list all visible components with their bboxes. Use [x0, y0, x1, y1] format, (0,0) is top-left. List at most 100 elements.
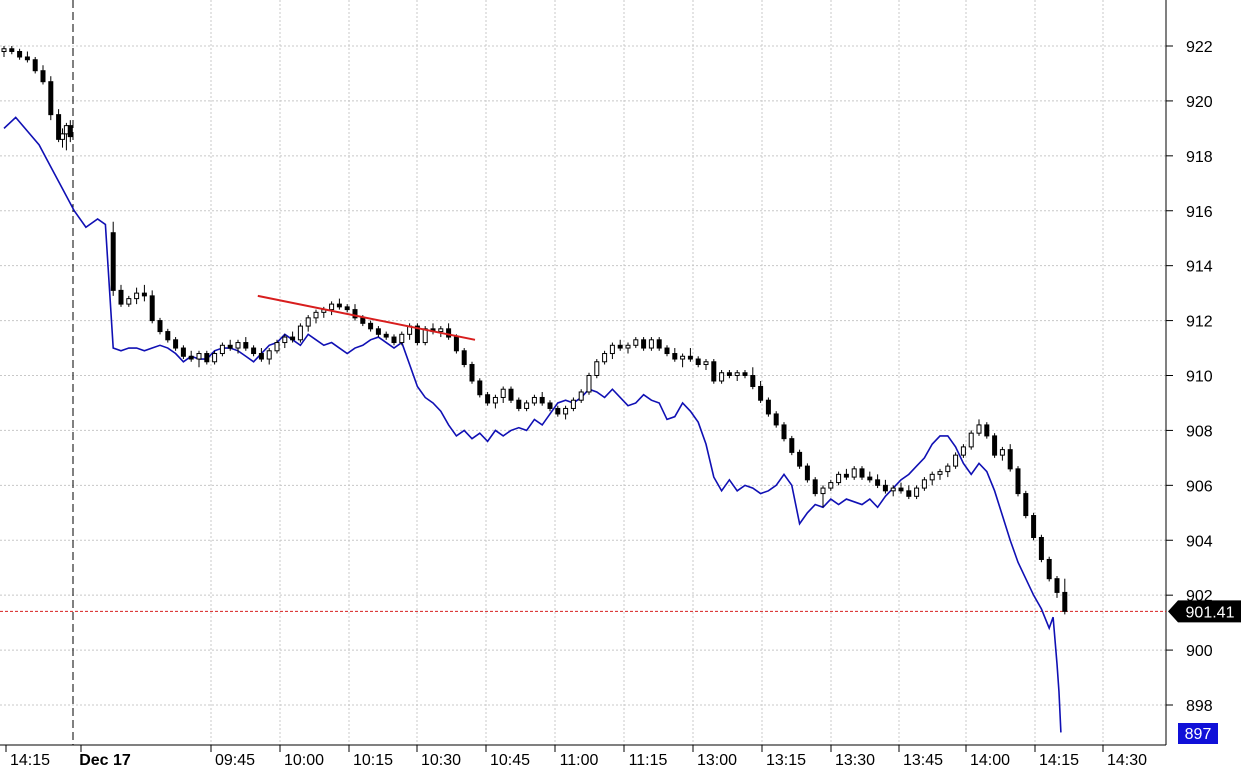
- candle-body-up: [212, 353, 218, 363]
- candle: [297, 323, 303, 343]
- line-series: [3, 116, 1062, 733]
- candle: [438, 326, 444, 338]
- candle: [227, 339, 233, 351]
- candle-body-up: [570, 399, 576, 409]
- y-tick-label: 910: [1186, 369, 1213, 386]
- candle: [563, 405, 569, 420]
- candle: [1, 46, 7, 57]
- candle-body-up: [968, 432, 974, 448]
- x-tick-label: 14:15: [1039, 752, 1079, 769]
- candle-body-up: [219, 344, 225, 355]
- candle-body-up: [999, 449, 1005, 456]
- candle: [812, 477, 818, 497]
- candle-body-up: [633, 339, 639, 346]
- candle: [547, 400, 553, 412]
- candle-body-down: [1007, 449, 1013, 470]
- candle-body-up: [274, 342, 280, 352]
- candle: [352, 304, 358, 321]
- candle-body-down: [368, 322, 374, 330]
- candle: [67, 120, 73, 143]
- candle-body-up: [329, 303, 335, 311]
- candle-body-down: [485, 394, 491, 404]
- candle: [539, 391, 545, 406]
- candle: [695, 356, 701, 368]
- candle: [648, 337, 654, 351]
- candle: [485, 391, 491, 406]
- candle: [290, 331, 296, 343]
- candle-body-down: [641, 339, 647, 349]
- candle-body-down: [204, 353, 210, 363]
- candle-body-down: [118, 289, 124, 305]
- x-tick-label: 11:00: [560, 752, 599, 769]
- candle: [243, 337, 249, 351]
- candle: [1007, 444, 1013, 472]
- candle-body-down: [56, 114, 62, 140]
- candle: [305, 315, 311, 332]
- candle: [570, 397, 576, 412]
- candle: [890, 485, 896, 497]
- candle-body-up: [235, 342, 241, 349]
- candle-body-down: [516, 399, 522, 409]
- y-tick-label: 898: [1186, 698, 1213, 715]
- candle-body-down: [555, 407, 561, 415]
- candle-body-up: [648, 339, 654, 349]
- candle-body-down: [243, 342, 249, 349]
- candle-body-down: [781, 424, 787, 440]
- candle-body-up: [680, 355, 686, 360]
- candle: [32, 56, 38, 74]
- candle-body-down: [469, 364, 475, 382]
- candle: [344, 304, 350, 313]
- candle: [617, 339, 623, 351]
- candle-body-up: [399, 333, 405, 344]
- candle-body-down: [336, 303, 342, 308]
- candle-body-up: [60, 133, 65, 140]
- y-tick-label: 914: [1186, 259, 1213, 276]
- candle: [906, 485, 912, 500]
- candle: [258, 348, 264, 362]
- candle: [1038, 534, 1044, 563]
- candle-body-up: [914, 487, 920, 497]
- candle-body-down: [539, 396, 545, 404]
- candle: [414, 323, 420, 346]
- candle-body-down: [1023, 493, 1029, 517]
- candle: [820, 485, 826, 508]
- candle-body-down: [453, 336, 459, 352]
- candle-body-down: [461, 350, 467, 366]
- x-tick-label: 13:30: [835, 752, 875, 769]
- y-tick-label: 908: [1186, 423, 1213, 440]
- candle-body-up: [937, 471, 943, 475]
- candle-body-down: [804, 465, 810, 481]
- candle: [508, 386, 514, 403]
- candle-body-down: [1015, 468, 1021, 495]
- candle: [726, 370, 732, 379]
- candle: [180, 345, 186, 360]
- candle-body-up: [890, 487, 896, 492]
- candle-body-down: [1038, 537, 1044, 560]
- candle-body-down: [477, 380, 483, 396]
- candle-body-up: [578, 391, 584, 401]
- candle-body-down: [149, 295, 155, 322]
- y-tick-label: 922: [1186, 39, 1213, 56]
- candle-body-up: [719, 372, 725, 382]
- candle: [672, 348, 678, 362]
- candle-body-down: [1046, 558, 1052, 580]
- candle: [789, 435, 795, 456]
- candle: [914, 485, 920, 500]
- x-tick-label: 13:00: [697, 752, 737, 769]
- candle: [219, 342, 225, 357]
- candle-body-up: [438, 328, 444, 333]
- candle-body-down: [812, 479, 818, 495]
- candle-body-down: [48, 81, 54, 116]
- candle: [781, 422, 787, 442]
- candle-body-down: [1031, 515, 1037, 539]
- candle: [609, 342, 615, 360]
- candle: [477, 378, 483, 398]
- x-tick-label: 14:15: [10, 752, 50, 769]
- candle-body-down: [180, 347, 186, 357]
- candle-body-up: [313, 311, 319, 319]
- last-price-label: 901.41: [1186, 604, 1235, 621]
- candle-body-down: [32, 59, 38, 72]
- x-tick-label: 13:45: [903, 752, 943, 769]
- candle: [859, 466, 865, 480]
- grid: [0, 0, 1166, 745]
